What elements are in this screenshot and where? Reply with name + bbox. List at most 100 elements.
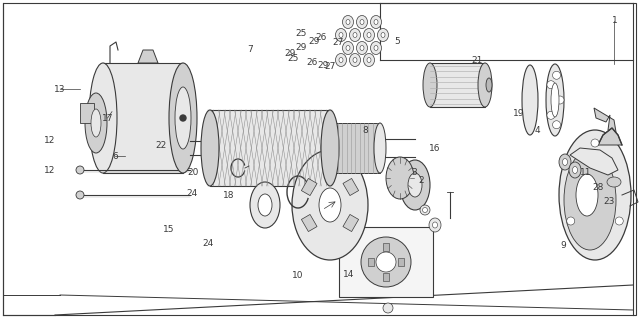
Ellipse shape [381,33,385,38]
Ellipse shape [408,173,422,197]
Ellipse shape [371,41,381,55]
Ellipse shape [546,64,564,136]
Ellipse shape [339,33,343,38]
Ellipse shape [201,110,219,186]
Ellipse shape [76,191,84,199]
FancyBboxPatch shape [339,227,433,297]
Bar [301,214,317,232]
Bar [343,214,358,232]
Ellipse shape [169,63,197,173]
Ellipse shape [258,194,272,216]
Circle shape [552,121,561,129]
Circle shape [615,217,623,225]
Ellipse shape [429,218,441,232]
Text: 7: 7 [247,45,252,54]
Ellipse shape [551,83,559,117]
Ellipse shape [342,41,353,55]
Ellipse shape [400,160,430,210]
Ellipse shape [564,150,616,250]
Text: 29: 29 [296,43,307,52]
Text: 12: 12 [44,166,55,174]
Ellipse shape [353,57,357,63]
Ellipse shape [371,16,381,28]
Polygon shape [138,50,158,63]
Ellipse shape [339,57,343,63]
Bar [398,258,404,266]
Polygon shape [570,148,618,175]
Text: 14: 14 [343,271,355,279]
Ellipse shape [91,109,101,137]
Ellipse shape [559,130,631,260]
Ellipse shape [353,33,357,38]
FancyBboxPatch shape [430,63,485,107]
Ellipse shape [522,65,538,135]
Text: 26: 26 [315,33,326,42]
Bar [368,258,374,266]
Text: 20: 20 [188,168,199,177]
Ellipse shape [559,154,571,170]
Text: 24: 24 [202,239,214,248]
Text: 5: 5 [394,37,399,46]
Circle shape [383,303,393,313]
Text: 16: 16 [429,144,441,152]
Text: 6: 6 [113,152,118,161]
Ellipse shape [361,237,411,287]
Text: 9: 9 [561,241,566,250]
Ellipse shape [374,123,386,173]
Text: 25: 25 [287,54,299,63]
Circle shape [567,217,575,225]
FancyBboxPatch shape [335,123,380,173]
FancyBboxPatch shape [103,63,183,173]
Text: 2: 2 [419,176,424,185]
Ellipse shape [175,87,191,149]
Text: 28: 28 [592,183,604,192]
Ellipse shape [420,205,430,215]
Text: 25: 25 [296,29,307,38]
Ellipse shape [360,19,364,25]
Ellipse shape [378,28,388,41]
Text: 22: 22 [156,141,167,150]
Ellipse shape [360,46,364,50]
FancyBboxPatch shape [210,110,330,186]
Text: 10: 10 [292,271,303,280]
FancyBboxPatch shape [80,103,94,123]
Text: 23: 23 [604,197,615,206]
Ellipse shape [433,222,438,228]
Ellipse shape [364,28,374,41]
Text: 26: 26 [307,58,318,67]
Ellipse shape [478,63,492,107]
Ellipse shape [346,46,350,50]
Bar [383,243,389,251]
Ellipse shape [342,16,353,28]
Text: 19: 19 [513,109,524,118]
Ellipse shape [319,188,341,222]
Circle shape [547,111,555,119]
Ellipse shape [292,150,368,260]
Ellipse shape [563,159,568,166]
Text: 18: 18 [223,191,235,200]
Ellipse shape [374,19,378,25]
Bar [383,273,389,281]
Text: 27: 27 [324,62,336,71]
Ellipse shape [250,182,280,228]
Ellipse shape [576,174,598,216]
Ellipse shape [89,63,117,173]
Ellipse shape [364,54,374,66]
Ellipse shape [386,157,414,199]
Ellipse shape [335,54,346,66]
Ellipse shape [85,93,107,153]
Ellipse shape [335,28,346,41]
Ellipse shape [569,162,581,178]
Ellipse shape [349,28,360,41]
Text: 15: 15 [163,225,175,234]
Ellipse shape [607,177,621,187]
Circle shape [547,81,555,89]
Text: 8: 8 [362,126,367,135]
Text: 4: 4 [535,126,540,135]
Ellipse shape [573,167,577,174]
Text: 3: 3 [412,168,417,177]
Ellipse shape [356,16,367,28]
Text: 29: 29 [284,49,296,58]
Text: 29: 29 [308,37,319,46]
Text: 24: 24 [186,189,198,198]
